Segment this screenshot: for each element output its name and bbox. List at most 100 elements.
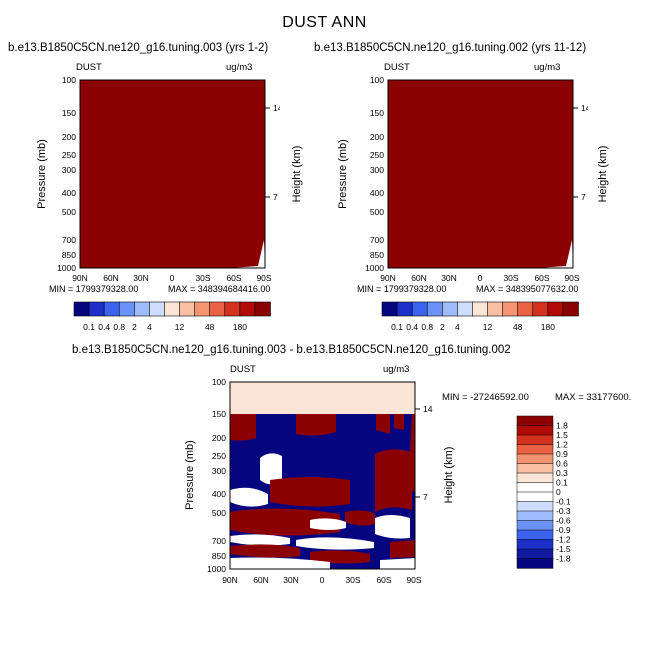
colorbar-label-5: 12 [483, 322, 493, 332]
diff-colorbar-label-11: -0.9 [556, 525, 571, 535]
colorbar-box-11 [239, 301, 256, 317]
panel-1-ytick-400: 400 [62, 188, 76, 198]
diff-colorbar-label-2: 1.2 [556, 440, 568, 450]
panel-2-xtick-60N: 60N [411, 273, 427, 283]
colorbar-label-0: 0.1 [83, 322, 95, 332]
panel-2-xtick-0: 0 [478, 273, 483, 283]
panel-3-ytick-250: 250 [212, 451, 226, 461]
diff-colorbar-label-13: -1.5 [556, 544, 571, 554]
panel-1-max-label: MAX = 348394684416.00 [168, 284, 270, 292]
diff-colorbar-box-7 [516, 482, 554, 493]
colorbar-box-5 [149, 301, 166, 317]
panel-2-colorbar: 0.1 0.4 0.8 2 4 12 48 180 [381, 301, 579, 332]
colorbar-box-8 [502, 301, 519, 317]
colorbar-label-5: 12 [175, 322, 185, 332]
panel-2-field-edge [538, 240, 573, 268]
panel-3-xtick-30S: 30S [345, 575, 360, 585]
panel-1-y-ticks: 100 150 200 250 300 400 500 700 850 1000 [57, 75, 76, 273]
panel-2-ytick-700: 700 [370, 235, 384, 245]
panel-1-xtick-90N: 90N [72, 273, 88, 283]
panel-1-xtick-30S: 30S [195, 273, 210, 283]
panel-3-y-ticks: 100 150 200 250 300 400 500 700 850 1000 [207, 377, 226, 574]
panel-3-xtick-60S: 60S [376, 575, 391, 585]
colorbar-box-4 [442, 301, 459, 317]
diff-colorbar-label-7: 0 [556, 487, 561, 497]
page-title: DUST ANN [282, 14, 367, 31]
panel-1-ytick-700: 700 [62, 235, 76, 245]
panel-3-ytick-850: 850 [212, 551, 226, 561]
panel-1-ytick-850: 850 [62, 250, 76, 260]
panel-3-colorbar: 1.81.51.20.90.60.30.10-0.1-0.3-0.6-0.9-1… [516, 415, 571, 569]
diff-colorbar-box-4 [516, 453, 554, 465]
colorbar-label-4: 4 [455, 322, 460, 332]
colorbar-box-2 [103, 301, 121, 317]
colorbar-box-10 [532, 301, 549, 317]
colorbar-label-6: 48 [205, 322, 215, 332]
panel-1-ytick-150: 150 [62, 108, 76, 118]
diff-colorbar-label-6: 0.1 [556, 478, 568, 488]
colorbar-label-6: 48 [513, 322, 523, 332]
panel-3-ytick-100: 100 [212, 377, 226, 387]
panel-1-ylabel-right: Height (km) [291, 145, 303, 203]
panel-3-ylabel-right: Height (km) [443, 446, 455, 504]
colorbar-label-3: 2 [132, 322, 137, 332]
panel-3-xtick-90N: 90N [222, 575, 238, 585]
panel-1-x-ticks: 90N 60N 30N 0 30S 60S 90S [72, 273, 272, 283]
colorbar-label-1: 0.4 [98, 322, 110, 332]
diff-colorbar-label-9: -0.3 [556, 506, 571, 516]
panel-2-ytick-1000: 1000 [365, 263, 384, 273]
diff-colorbar-label-4: 0.6 [556, 459, 568, 469]
panel-2-plot: 100 150 200 250 300 400 500 700 850 1000… [357, 75, 588, 292]
colorbar-box-12 [254, 301, 271, 317]
colorbar-box-1 [396, 301, 413, 317]
panel-3-xtick-0: 0 [320, 575, 325, 585]
panel-2-xtick-30S: 30S [503, 273, 518, 283]
panel-2-ytick-100: 100 [370, 75, 384, 85]
colorbar-box-0 [73, 301, 90, 317]
colorbar-box-12 [562, 301, 579, 317]
diff-colorbar-label-1: 1.5 [556, 430, 568, 440]
diff-colorbar-label-14: -1.8 [556, 554, 571, 564]
panel-2-variable: DUST [384, 62, 410, 73]
colorbar-box-9 [209, 301, 226, 317]
colorbar-label-4: 4 [147, 322, 152, 332]
panel-3-max-label: MAX = 33177600. [555, 392, 632, 403]
colorbar-label-1: 0.4 [406, 322, 418, 332]
panel-1-ytick-1000: 1000 [57, 263, 76, 273]
panel-1-units: ug/m3 [226, 62, 253, 73]
panel-1-ytick-100: 100 [62, 75, 76, 85]
panel-1-ytick-200: 200 [62, 132, 76, 142]
diff-colorbar-box-9 [516, 501, 554, 512]
diff-band-upper [230, 382, 415, 414]
panel-3-ytick-400: 400 [212, 489, 226, 499]
panel-3-min-label: MIN = -27246592.00 [442, 392, 529, 403]
panel-2-y-ticks: 100 150 200 250 300 400 500 700 850 1000 [365, 75, 384, 273]
panel-3-ytick-700: 700 [212, 536, 226, 546]
panel-1-xtick-90S: 90S [256, 273, 271, 283]
diff-colorbar-box-13 [516, 539, 554, 550]
diff-colorbar-box-15 [516, 558, 554, 569]
panel-3-field [230, 382, 415, 569]
colorbar-box-9 [517, 301, 534, 317]
colorbar-box-7 [487, 301, 504, 317]
panel-3-ytick-150: 150 [212, 409, 226, 419]
panel-2-max-label: MAX = 348395077632.00 [476, 284, 578, 292]
panel-1-xtick-30N: 30N [133, 273, 149, 283]
diff-colorbar-label-3: 0.9 [556, 449, 568, 459]
panel-2-x-ticks: 90N 60N 30N 0 30S 60S 90S [380, 273, 580, 283]
panel-1-xtick-60N: 60N [103, 273, 119, 283]
panel-1-height-tick-14: 14 [273, 103, 280, 113]
panel-2-units: ug/m3 [534, 62, 561, 73]
diff-colorbar-label-10: -0.6 [556, 516, 571, 526]
colorbar-box-3 [426, 301, 444, 317]
panel-2-ytick-400: 400 [370, 188, 384, 198]
panel-2-ytick-200: 200 [370, 132, 384, 142]
panel-1-ytick-250: 250 [62, 150, 76, 160]
panel-3-ytick-1000: 1000 [207, 564, 226, 574]
panel-2-xtick-30N: 30N [441, 273, 457, 283]
panel-2-ytick-150: 150 [370, 108, 384, 118]
panel-3-x-ticks: 90N 60N 30N 0 30S 60S 90S [222, 575, 422, 585]
panel-2-field [388, 80, 573, 268]
diff-colorbar-box-0 [516, 415, 554, 427]
colorbar-box-5 [457, 301, 474, 317]
